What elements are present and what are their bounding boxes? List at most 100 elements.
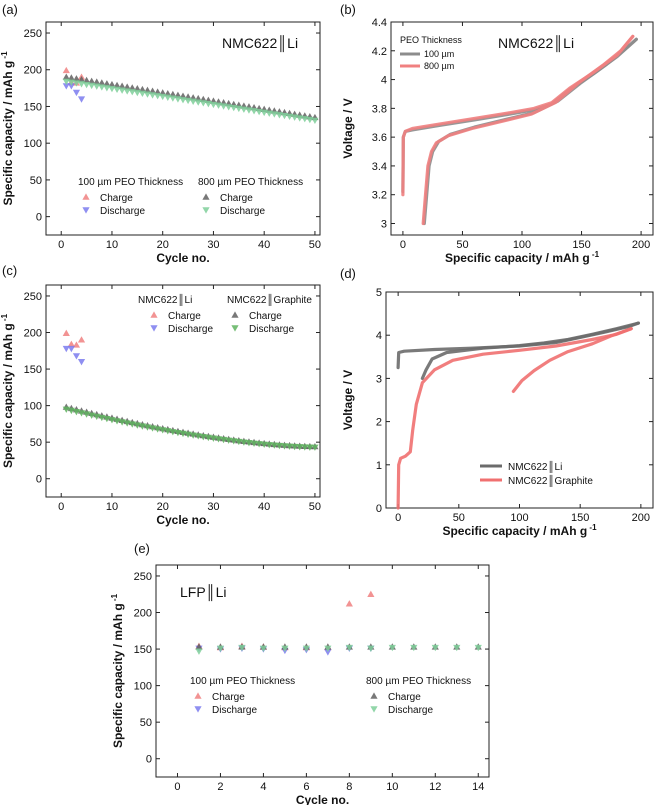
data-point bbox=[453, 644, 461, 652]
data-point bbox=[103, 85, 111, 92]
panel-label: (b) bbox=[340, 2, 356, 17]
data-point bbox=[306, 116, 314, 124]
data-point bbox=[275, 442, 284, 450]
data-point bbox=[77, 336, 86, 343]
data-point bbox=[67, 79, 75, 86]
data-point bbox=[113, 86, 121, 94]
x-tick-label: 0 bbox=[395, 512, 401, 524]
data-point bbox=[184, 97, 192, 105]
data-point bbox=[67, 345, 75, 353]
x-axis-label-text: Cycle no. bbox=[296, 793, 349, 805]
x-tick-label: 150 bbox=[571, 512, 589, 524]
x-tick-label: 14 bbox=[472, 781, 484, 793]
data-point bbox=[159, 427, 167, 434]
data-point bbox=[62, 329, 70, 336]
legend-marker-charge bbox=[150, 311, 158, 318]
data-point bbox=[250, 440, 258, 447]
y-axis-label: Specific capacity / mAh g -1 bbox=[0, 313, 15, 468]
y-tick-label: 50 bbox=[30, 437, 42, 449]
x-axis-label-sup: -1 bbox=[587, 523, 597, 532]
data-point bbox=[410, 644, 418, 652]
data-point bbox=[189, 432, 197, 439]
x-tick-label: 0 bbox=[174, 781, 180, 793]
legend-marker-discharge bbox=[82, 207, 90, 214]
data-point bbox=[209, 101, 218, 109]
y-tick-label: 150 bbox=[24, 101, 42, 113]
x-tick-label: 50 bbox=[309, 501, 321, 513]
y-axis-label-sup: -1 bbox=[0, 51, 9, 61]
data-point bbox=[204, 101, 212, 108]
data-point bbox=[265, 442, 273, 449]
y-tick-label: 3.2 bbox=[372, 190, 387, 202]
data-point bbox=[388, 644, 396, 652]
data-point bbox=[123, 83, 131, 90]
data-point bbox=[72, 89, 81, 97]
data-point bbox=[133, 89, 141, 97]
legend-marker-discharge bbox=[370, 706, 378, 713]
legend-marker-charge bbox=[370, 692, 378, 699]
y-tick-label: 0 bbox=[146, 754, 152, 766]
data-point bbox=[238, 644, 246, 652]
data-point bbox=[235, 438, 243, 446]
y-tick-label: 3.6 bbox=[372, 132, 387, 144]
data-point bbox=[345, 600, 353, 607]
data-point bbox=[280, 443, 289, 450]
legend-charge-label: Charge bbox=[100, 193, 133, 204]
x-tick-label: 0 bbox=[400, 239, 406, 251]
series-0 bbox=[62, 329, 86, 348]
x-tick-label: 20 bbox=[157, 501, 169, 513]
y-tick-label: 200 bbox=[24, 65, 42, 77]
y-tick-label: 4 bbox=[376, 330, 382, 342]
data-point bbox=[199, 100, 207, 107]
legend-marker-charge bbox=[194, 692, 202, 699]
data-point bbox=[301, 116, 309, 123]
data-point bbox=[174, 429, 182, 437]
data-point bbox=[67, 340, 75, 347]
y-tick-label: 250 bbox=[24, 291, 42, 303]
series-1 bbox=[401, 34, 635, 226]
panel-annotation: NMC622║Li bbox=[498, 35, 574, 53]
data-point bbox=[98, 84, 106, 91]
data-point bbox=[230, 105, 238, 112]
y-tick-label: 250 bbox=[24, 28, 42, 40]
panel-b: 0 50 100 150 200 3 3.2 3.4 3.6 3.8 4 4.2 4.4 (b) Speci… bbox=[340, 2, 654, 265]
data-point bbox=[77, 96, 86, 103]
x-axis-label-sup: -1 bbox=[590, 250, 600, 259]
data-point bbox=[280, 112, 289, 120]
data-point bbox=[154, 93, 162, 100]
data-point bbox=[296, 115, 304, 122]
data-point bbox=[259, 645, 268, 652]
series-3 bbox=[195, 644, 482, 655]
y-tick-label: 0 bbox=[376, 503, 382, 515]
data-point bbox=[291, 114, 299, 121]
series-3 bbox=[62, 406, 319, 451]
data-point bbox=[302, 645, 310, 652]
x-tick-label: 12 bbox=[429, 781, 441, 793]
y-tick-label: 0 bbox=[36, 212, 42, 224]
legend-title: PEO Thickness bbox=[400, 35, 462, 45]
x-tick-label: 50 bbox=[309, 239, 321, 251]
data-point bbox=[179, 97, 187, 104]
data-point bbox=[275, 112, 284, 119]
x-tick-label: 30 bbox=[207, 501, 219, 513]
plot-frame bbox=[155, 564, 490, 778]
y-tick-label: 50 bbox=[30, 175, 42, 187]
panel-label: (d) bbox=[340, 266, 356, 281]
y-axis-label-text: Specific capacity / mAh g bbox=[1, 61, 15, 206]
legend-marker-discharge bbox=[194, 706, 202, 713]
x-tick-label: 4 bbox=[260, 781, 266, 793]
legend-discharge-label: Discharge bbox=[212, 705, 257, 716]
y-axis-label-sup: -1 bbox=[0, 313, 9, 323]
y-tick-label: 2 bbox=[376, 417, 382, 429]
legend-group2-title: NMC622║Graphite bbox=[227, 293, 312, 307]
x-axis-label: Specific capacity / mAh g -1 bbox=[442, 523, 597, 538]
data-point bbox=[184, 431, 192, 438]
data-point bbox=[216, 645, 225, 652]
y-tick-label: 5 bbox=[376, 287, 382, 299]
data-point bbox=[138, 90, 147, 98]
legend-discharge-label: Discharge bbox=[388, 705, 433, 716]
data-point bbox=[154, 88, 162, 95]
legend-marker-discharge bbox=[202, 207, 210, 214]
x-axis-label: Cycle no. bbox=[296, 793, 349, 805]
